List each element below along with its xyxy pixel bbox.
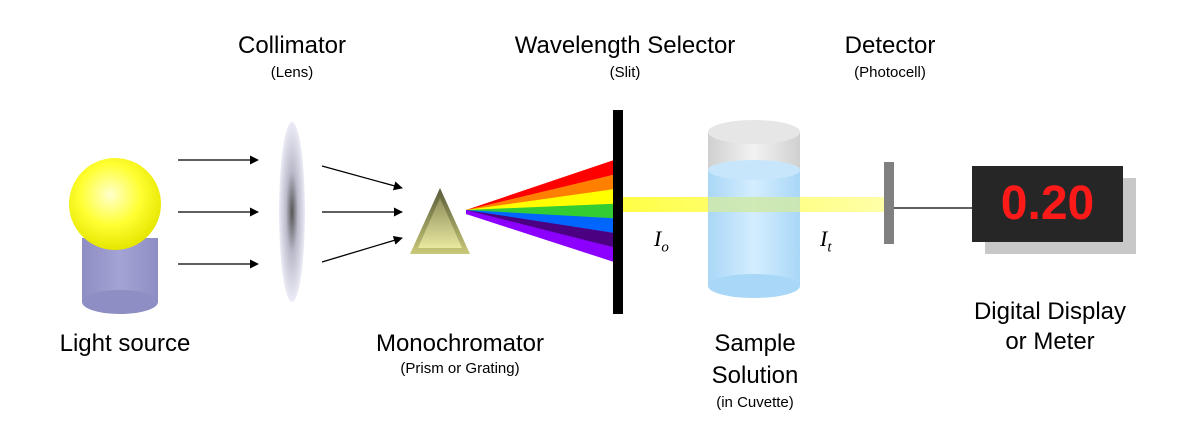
digital-display [972, 166, 1136, 254]
collimator-sublabel: (Lens) [270, 64, 314, 81]
detector-label: Detector [844, 32, 936, 59]
spectrum-band [466, 160, 614, 214]
spectrum-band [466, 210, 614, 262]
wavelength-slit [613, 110, 623, 314]
cuvette [708, 120, 800, 298]
display-label-line1: Digital Display [973, 298, 1127, 325]
spectrum-band [466, 189, 614, 214]
prism [410, 188, 470, 254]
sample-label-line1: Sample [714, 330, 796, 357]
cuvette-liquid-surface [708, 160, 800, 180]
display-readout: 0.20 [1000, 177, 1095, 230]
monochromator-sublabel: (Prism or Grating) [400, 360, 520, 377]
monochromator-label: Monochromator [375, 330, 545, 357]
converging-ray [321, 165, 403, 191]
transmitted-intensity-label: It [820, 226, 832, 256]
dispersed-spectrum [466, 160, 614, 262]
spectrum-band [466, 174, 614, 214]
detector-photocell [884, 162, 894, 244]
cuvette-liquid [708, 170, 800, 286]
cuvette-rim [708, 120, 800, 144]
display-label-line2: or Meter [1005, 328, 1095, 355]
incident-intensity-label: Io [654, 226, 669, 256]
incident-rays [178, 155, 259, 269]
detector-sublabel: (Photocell) [854, 64, 926, 81]
display-panel [972, 166, 1123, 242]
collimator-lens [279, 122, 305, 302]
sample-label-line2: Solution [711, 362, 799, 389]
prism-inner [418, 198, 462, 248]
light-source-base-bottom [82, 290, 158, 314]
wavelength-selector-sublabel: (Slit) [609, 64, 641, 81]
collimator-label: Collimator [237, 32, 347, 59]
collimated-rays [321, 165, 403, 263]
light-source [69, 158, 161, 314]
beam-through-sample [708, 197, 800, 212]
wavelength-selector-label: Wavelength Selector [514, 32, 736, 59]
light-bulb [69, 158, 161, 250]
cuvette-bottom [708, 274, 800, 298]
light-source-label: Light source [59, 330, 191, 357]
sample-sublabel: (in Cuvette) [716, 394, 794, 411]
converging-ray [321, 235, 403, 263]
